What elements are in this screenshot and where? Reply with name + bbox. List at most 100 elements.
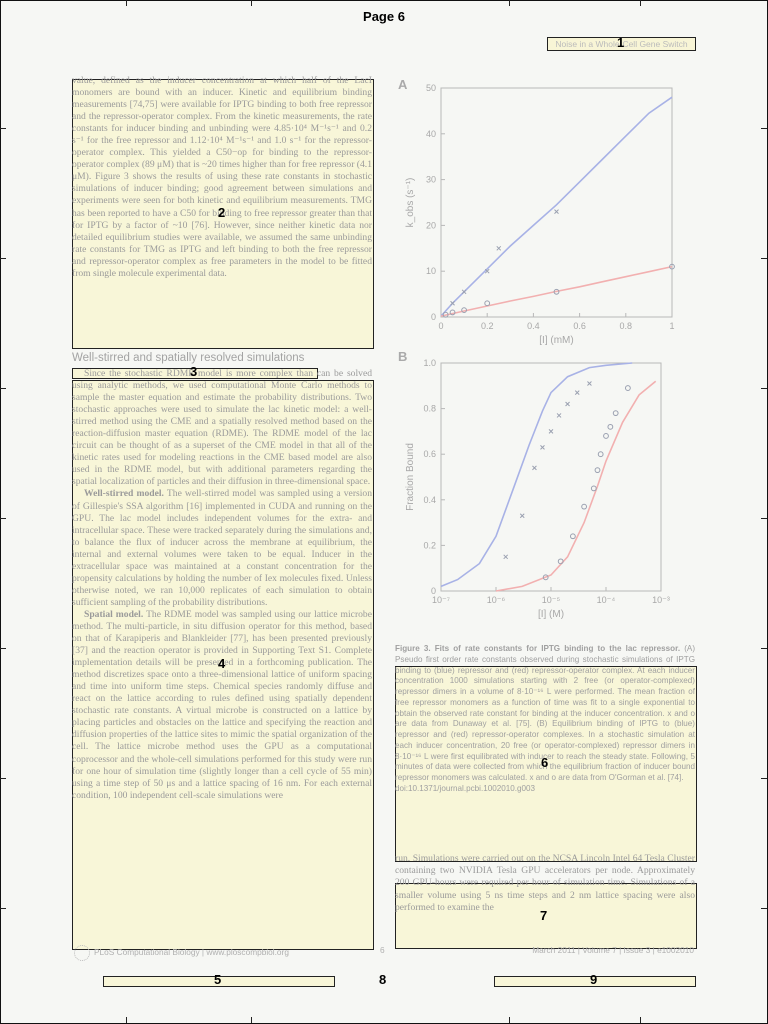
edge-tick — [761, 388, 767, 389]
x-axis-label: [I] (M) — [538, 609, 564, 620]
region-box-4 — [72, 380, 374, 950]
data-point-o — [461, 307, 467, 314]
data-point-o — [597, 451, 604, 458]
data-point-x — [461, 289, 467, 295]
data-point-x — [556, 413, 562, 418]
panel-a-letter: A — [398, 77, 408, 92]
x-tick-label: 0.8 — [620, 321, 633, 331]
edge-tick — [126, 1017, 127, 1023]
data-point-x — [587, 381, 592, 386]
data-point-x — [532, 465, 537, 471]
y-axis-label: Fraction Bound — [405, 443, 416, 511]
data-point-x — [574, 390, 580, 395]
data-point-x — [484, 268, 490, 274]
box-number-2: 2 — [218, 205, 226, 220]
series-line — [440, 265, 673, 317]
data-point-x — [548, 429, 554, 434]
x-axis-label: [I] (mM) — [539, 335, 573, 346]
left-paragraph-4: The RDME model was sampled using our lat… — [72, 608, 372, 801]
section-heading: Well-stirred and spatially resolved simu… — [72, 352, 305, 364]
y-tick-label: 0.8 — [423, 404, 436, 414]
left-body-lower: Since the stochastic RDME model is more … — [72, 368, 372, 802]
data-point-x — [519, 513, 525, 519]
data-point-o — [449, 309, 456, 316]
region-box-9 — [494, 976, 696, 987]
y-tick-label: 0 — [431, 586, 436, 596]
x-tick-label: 10⁻⁵ — [542, 595, 561, 605]
region-box-2 — [72, 79, 374, 349]
edge-tick — [640, 1017, 641, 1023]
footer-journal: PLoS Computational Biology | www.ploscom… — [74, 945, 289, 961]
data-point-o — [553, 288, 560, 295]
left-paragraph-3: The well-stirred model was sampled using… — [72, 488, 373, 608]
data-point-x — [503, 554, 509, 560]
edge-tick — [251, 1017, 252, 1023]
subsection-title-spatial: Spatial model. — [84, 608, 144, 620]
data-point-o — [594, 467, 601, 474]
x-tick-label: 10⁻³ — [652, 595, 670, 605]
edge-tick — [251, 0, 252, 6]
left-paragraph-1: value, defined as the inducer concentrat… — [72, 75, 372, 279]
x-tick-label: 0.2 — [481, 321, 494, 331]
footer-issue: March 2011 | Volume 7 | Issue 3 | e10020… — [532, 945, 694, 955]
data-point-o — [542, 574, 549, 581]
data-point-x — [496, 245, 502, 251]
right-paragraph: run. Simulations were carried out on the… — [395, 853, 695, 913]
edge-tick — [0, 258, 6, 259]
x-tick-label: 0 — [438, 321, 443, 331]
caption-doi: doi:10.1371/journal.pcbi.1002010.g003 — [395, 783, 535, 793]
y-tick-label: 0.2 — [423, 540, 436, 550]
y-tick-label: 0.6 — [423, 449, 436, 459]
data-point-o — [484, 300, 491, 307]
region-box-6 — [395, 666, 697, 862]
box-number-3: 3 — [190, 364, 198, 379]
data-point-o — [557, 558, 564, 565]
edge-tick — [0, 778, 6, 779]
y-axis-label: k_obs (s⁻¹) — [405, 178, 416, 228]
data-point-o — [590, 485, 597, 492]
region-box-5 — [103, 976, 335, 987]
x-tick-label: 0.4 — [527, 321, 540, 331]
data-point-o — [612, 410, 619, 417]
series-line — [440, 96, 673, 317]
box-number-8: 8 — [379, 972, 387, 987]
box-number-4: 4 — [218, 656, 226, 671]
plot-frame — [440, 362, 662, 592]
edge-tick — [640, 0, 641, 6]
data-point-o — [669, 263, 675, 270]
y-tick-label: 1.0 — [423, 358, 436, 368]
plot-frame — [440, 87, 673, 318]
y-tick-label: 0.4 — [423, 495, 436, 505]
running-head: Noise in a Whole-Cell Gene Switch — [547, 37, 696, 51]
edge-tick — [509, 0, 510, 6]
edge-tick — [761, 258, 767, 259]
box-number-7: 7 — [540, 908, 548, 923]
left-paragraph-2: Since the stochastic RDME model is more … — [72, 368, 372, 488]
data-point-o — [603, 433, 609, 439]
edge-tick — [761, 128, 767, 129]
subsection-title-well-stirred: Well-stirred model. — [84, 488, 164, 500]
region-box-3 — [72, 368, 318, 379]
y-tick-label: 20 — [426, 220, 436, 230]
y-tick-label: 30 — [426, 175, 436, 185]
data-point-o — [581, 503, 588, 510]
data-point-o — [607, 423, 614, 430]
x-tick-label: 1 — [669, 321, 674, 331]
x-tick-label: 10⁻⁷ — [432, 595, 450, 605]
series-line — [440, 362, 633, 588]
edge-tick — [0, 128, 6, 129]
caption-text: (A) Pseudo first order rate constants ob… — [395, 644, 696, 782]
edge-tick — [761, 648, 767, 649]
x-tick-label: 0.6 — [573, 321, 586, 331]
edge-tick — [509, 1017, 510, 1023]
edge-tick — [0, 908, 6, 909]
data-point-x — [554, 209, 559, 215]
edge-tick — [761, 778, 767, 779]
page-label: Page 6 — [363, 9, 405, 24]
edge-tick — [126, 0, 127, 6]
x-tick-label: 10⁻⁴ — [597, 595, 616, 605]
edge-tick — [761, 518, 767, 519]
box-number-1: 1 — [617, 35, 625, 50]
series-line — [495, 380, 657, 592]
